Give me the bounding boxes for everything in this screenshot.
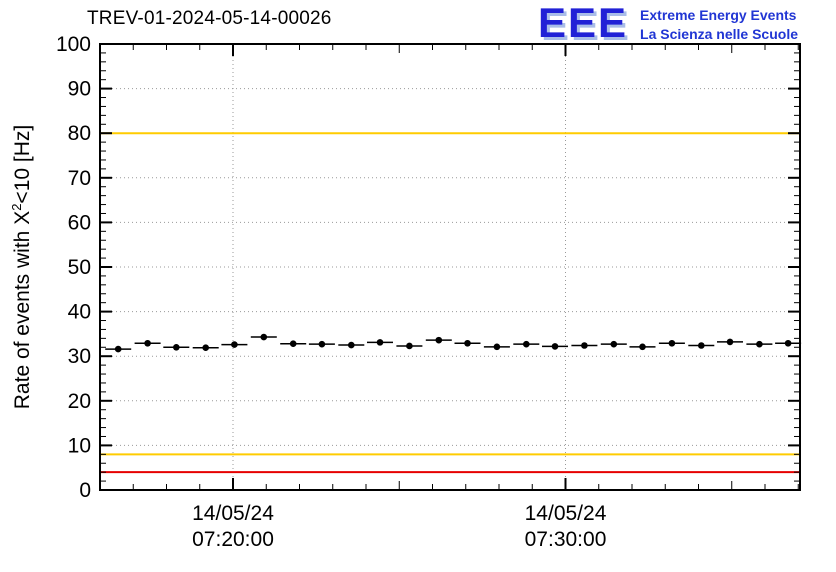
eee-logo-line1: Extreme Energy Events [640, 7, 797, 23]
x-tick-label-date: 14/05/24 [192, 502, 274, 525]
data-point [435, 336, 443, 344]
data-point [260, 333, 268, 341]
data-point [202, 344, 209, 352]
eee-logo-text: Extreme Energy Events La Scienza nelle S… [640, 6, 798, 44]
y-tick-label: 10 [68, 434, 91, 457]
x-tick-label-time: 07:20:00 [192, 528, 274, 551]
y-axis-label-suffix: <10 [Hz] [11, 124, 34, 204]
data-point [144, 339, 151, 347]
y-tick-label: 90 [68, 78, 91, 101]
y-tick-label: 30 [68, 345, 91, 368]
data-point [173, 343, 180, 351]
data-point [668, 339, 676, 347]
y-tick-label: 40 [68, 301, 91, 324]
x-tick-label-time: 07:30:00 [525, 528, 607, 551]
y-tick-label: 70 [68, 167, 91, 190]
y-tick-label: 100 [56, 33, 91, 56]
eee-logo: EEE Extreme Energy Events La Scienza nel… [538, 0, 798, 46]
eee-logo-line2: La Scienza nelle Scuole [640, 25, 798, 42]
y-axis-label-prefix: Rate of events with X [11, 210, 34, 410]
data-point [551, 343, 559, 350]
y-axis-label-sup: 2 [9, 203, 24, 211]
y-tick-label: 0 [79, 479, 91, 502]
data-point [406, 342, 413, 350]
data-point [698, 342, 705, 349]
eee-logo-acronym: EEE [538, 0, 629, 46]
y-tick-label: 60 [68, 211, 91, 234]
data-point [610, 340, 618, 348]
y-tick-label: 20 [68, 390, 91, 413]
data-point [231, 341, 238, 348]
y-tick-label: 50 [68, 256, 91, 279]
data-point [376, 339, 384, 346]
data-point [784, 339, 792, 347]
data-point [756, 340, 763, 348]
y-tick-label: 80 [68, 122, 91, 145]
chart-title: TREV-01-2024-05-14-00026 [87, 8, 332, 29]
x-tick-label-date: 14/05/24 [525, 502, 607, 525]
data-point [289, 340, 297, 348]
data-point [581, 342, 588, 349]
data-point [464, 339, 471, 347]
data-point [639, 343, 646, 351]
data-point [318, 340, 326, 348]
data-point [726, 338, 734, 346]
data-point [114, 345, 122, 353]
data-point [523, 340, 530, 348]
data-point [493, 343, 501, 351]
data-point [348, 341, 355, 349]
